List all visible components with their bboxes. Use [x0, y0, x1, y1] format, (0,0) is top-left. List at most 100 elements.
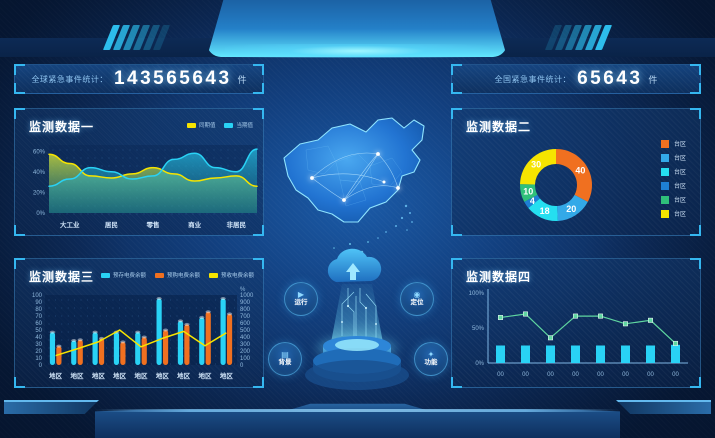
- legend-swatch-orange: [154, 272, 164, 278]
- control-button-function[interactable]: ✦ 功能: [414, 342, 448, 376]
- svg-text:零售: 零售: [146, 220, 160, 229]
- bar[interactable]: [162, 328, 169, 366]
- svg-text:地区: 地区: [177, 371, 191, 380]
- svg-text:400: 400: [240, 335, 251, 341]
- bracket-top-right: [253, 108, 264, 119]
- svg-text:80: 80: [35, 307, 42, 313]
- legend-label-prestored-balance: 预存电费余额: [112, 273, 146, 279]
- panel-monitoring-data-4: 监测数据四 00 00 00 00 00 00 00 00 100% 50% 0%: [451, 258, 701, 388]
- bar[interactable]: [546, 345, 555, 364]
- legend-item-taiqu: 台区: [660, 181, 686, 190]
- bar[interactable]: [141, 335, 147, 366]
- bar[interactable]: [621, 345, 630, 364]
- svg-text:200: 200: [240, 349, 251, 355]
- panel1-title: 监测数据一: [29, 120, 95, 134]
- bar[interactable]: [156, 297, 162, 365]
- svg-text:700: 700: [240, 314, 251, 320]
- bar[interactable]: [199, 315, 205, 365]
- control-button-locate[interactable]: ◉ 定位: [400, 282, 434, 316]
- bar[interactable]: [521, 345, 530, 364]
- bar[interactable]: [113, 330, 120, 365]
- legend-swatch: [660, 153, 669, 162]
- donut-segment[interactable]: [556, 149, 592, 202]
- bar[interactable]: [71, 339, 77, 365]
- line-marker: [573, 313, 578, 319]
- svg-text:800: 800: [240, 307, 251, 313]
- panel3-legend: 预存电费余额 预购电费余额 预收电费余额: [100, 271, 254, 279]
- bar[interactable]: [220, 297, 226, 365]
- bracket-bottom-right: [253, 225, 264, 236]
- donut-segment-value: 18: [540, 206, 550, 216]
- national-incident-unit: 件: [648, 74, 658, 85]
- footer-tick-left: [4, 400, 99, 414]
- donut-segment[interactable]: [520, 184, 538, 202]
- svg-text:100%: 100%: [469, 291, 485, 297]
- control-button-background-label: 背景: [278, 359, 292, 367]
- line-marker: [673, 340, 678, 346]
- donut-segment[interactable]: [524, 194, 540, 209]
- bar[interactable]: [671, 344, 680, 363]
- bar[interactable]: [596, 345, 605, 364]
- bar[interactable]: [184, 322, 190, 365]
- footer-bar: [0, 378, 715, 438]
- donut-segment[interactable]: [557, 194, 588, 221]
- bracket-top-right: [690, 64, 701, 75]
- bar[interactable]: [646, 345, 655, 364]
- bar[interactable]: [120, 340, 126, 365]
- bar[interactable]: [177, 319, 184, 365]
- panel4-title: 监测数据四: [466, 270, 532, 284]
- line-marker: [498, 315, 503, 320]
- hologram-beam: [330, 284, 384, 348]
- svg-text:00: 00: [622, 372, 629, 378]
- footer-highlight: [95, 409, 620, 412]
- legend-label: 台区: [673, 184, 686, 190]
- bar[interactable]: [496, 345, 505, 364]
- bar[interactable]: [226, 312, 233, 365]
- legend-label: 台区: [673, 142, 686, 148]
- donut-segment[interactable]: [520, 149, 556, 185]
- cloud-upload-icon: [327, 248, 382, 282]
- svg-text:10: 10: [35, 356, 42, 362]
- bar[interactable]: [77, 338, 83, 365]
- panel2-donut-chart: 40 20 18 410 30: [520, 149, 592, 221]
- circuit-lines: [341, 288, 377, 344]
- bracket-bottom-right: [690, 83, 701, 94]
- control-button-background[interactable]: ▤ 背景: [268, 342, 302, 376]
- china-map: [283, 117, 425, 239]
- panel-monitoring-data-2: 监测数据二 40 20 18 4 10 30 台区 台区 台区 台区 台区 台区: [451, 108, 701, 236]
- legend-label: 台区: [673, 198, 686, 204]
- header-stripes-right: [544, 25, 613, 50]
- play-icon: ▶: [297, 290, 305, 300]
- line-marker: [623, 321, 628, 327]
- line-marker: [523, 311, 528, 317]
- svg-text:00: 00: [597, 372, 604, 378]
- legend-item-taiqu: 台区: [660, 195, 686, 204]
- bar[interactable]: [49, 330, 56, 365]
- global-incident-value: 143565643: [113, 68, 232, 89]
- svg-text:地区: 地区: [156, 371, 170, 380]
- svg-text:0%: 0%: [475, 361, 484, 367]
- donut-segment-value: 4: [530, 196, 535, 206]
- svg-text:商业: 商业: [188, 220, 202, 229]
- legend-swatch: [660, 181, 669, 190]
- national-incident-value: 65643: [577, 68, 643, 89]
- bar[interactable]: [205, 310, 211, 365]
- national-incident-stat-bar: 全国紧急事件统计： 65643 件: [451, 64, 701, 94]
- bracket-top-left: [14, 108, 25, 119]
- bracket-bottom-right: [253, 83, 264, 94]
- panel-monitoring-data-1: 监测数据一 同期值 当期值 60% 40% 20% 0% 大工业 居民 零售 商业 非居民: [14, 108, 264, 236]
- bar[interactable]: [92, 330, 98, 365]
- donut-segment[interactable]: [528, 198, 558, 221]
- svg-text:90: 90: [35, 300, 42, 306]
- control-button-run[interactable]: ▶ 运行: [284, 282, 318, 316]
- svg-text:0%: 0%: [36, 211, 45, 217]
- svg-text:0: 0: [240, 363, 244, 369]
- bar[interactable]: [56, 344, 62, 365]
- bracket-top-right: [690, 108, 701, 119]
- legend-label-current-period: 当期值: [236, 123, 253, 129]
- bar[interactable]: [135, 330, 141, 365]
- donut-segment-value: 10: [523, 187, 533, 197]
- bracket-bottom-left: [14, 377, 25, 388]
- legend-label-precollected-balance: 预收电费余额: [220, 273, 254, 279]
- bar[interactable]: [571, 345, 580, 364]
